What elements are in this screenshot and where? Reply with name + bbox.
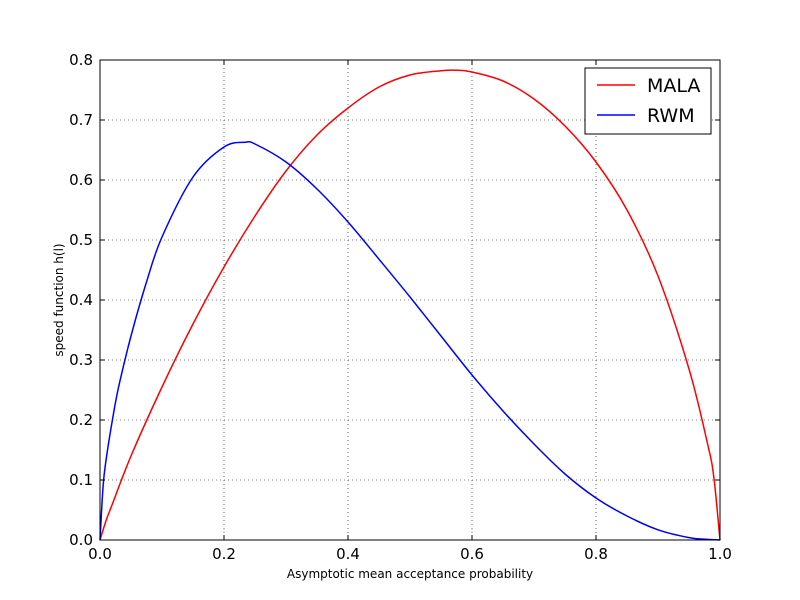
- series-line-rwm: [99, 140, 721, 541]
- y-tick-label: 0.7: [69, 111, 93, 129]
- y-tick-label: 0.1: [69, 471, 93, 489]
- legend-label-mala: MALA: [647, 75, 700, 97]
- y-tick-label: 0.6: [69, 171, 93, 189]
- y-tick-label: 0.8: [69, 51, 93, 69]
- x-tick-label: 1.0: [708, 545, 732, 563]
- legend-box: [584, 67, 712, 135]
- y-tick-label: 0.2: [69, 411, 93, 429]
- x-tick-label: 0.4: [336, 545, 360, 563]
- x-axis-label: Asymptotic mean acceptance probability: [287, 567, 533, 581]
- x-tick-label: 0.8: [584, 545, 608, 563]
- x-tick-label: 0.6: [460, 545, 484, 563]
- series-line-mala: [99, 69, 721, 541]
- y-tick-label: 0.0: [69, 531, 93, 549]
- series-layer: [99, 69, 721, 541]
- legend: MALA RWM: [584, 67, 712, 135]
- y-tick-label: 0.4: [69, 291, 93, 309]
- legend-label-rwm: RWM: [647, 105, 695, 127]
- y-tick-label: 0.3: [69, 351, 93, 369]
- y-tick-label: 0.5: [69, 231, 93, 249]
- x-tick-label: 0.2: [212, 545, 236, 563]
- y-axis-label: speed function h(l): [52, 243, 66, 356]
- ticks: 0.0 0.2 0.4 0.6 0.8 1.0 0.0 0.1 0.2 0.3 0.4 0.5 0.6 0…: [69, 51, 732, 563]
- x-tick-label: 0.0: [88, 545, 112, 563]
